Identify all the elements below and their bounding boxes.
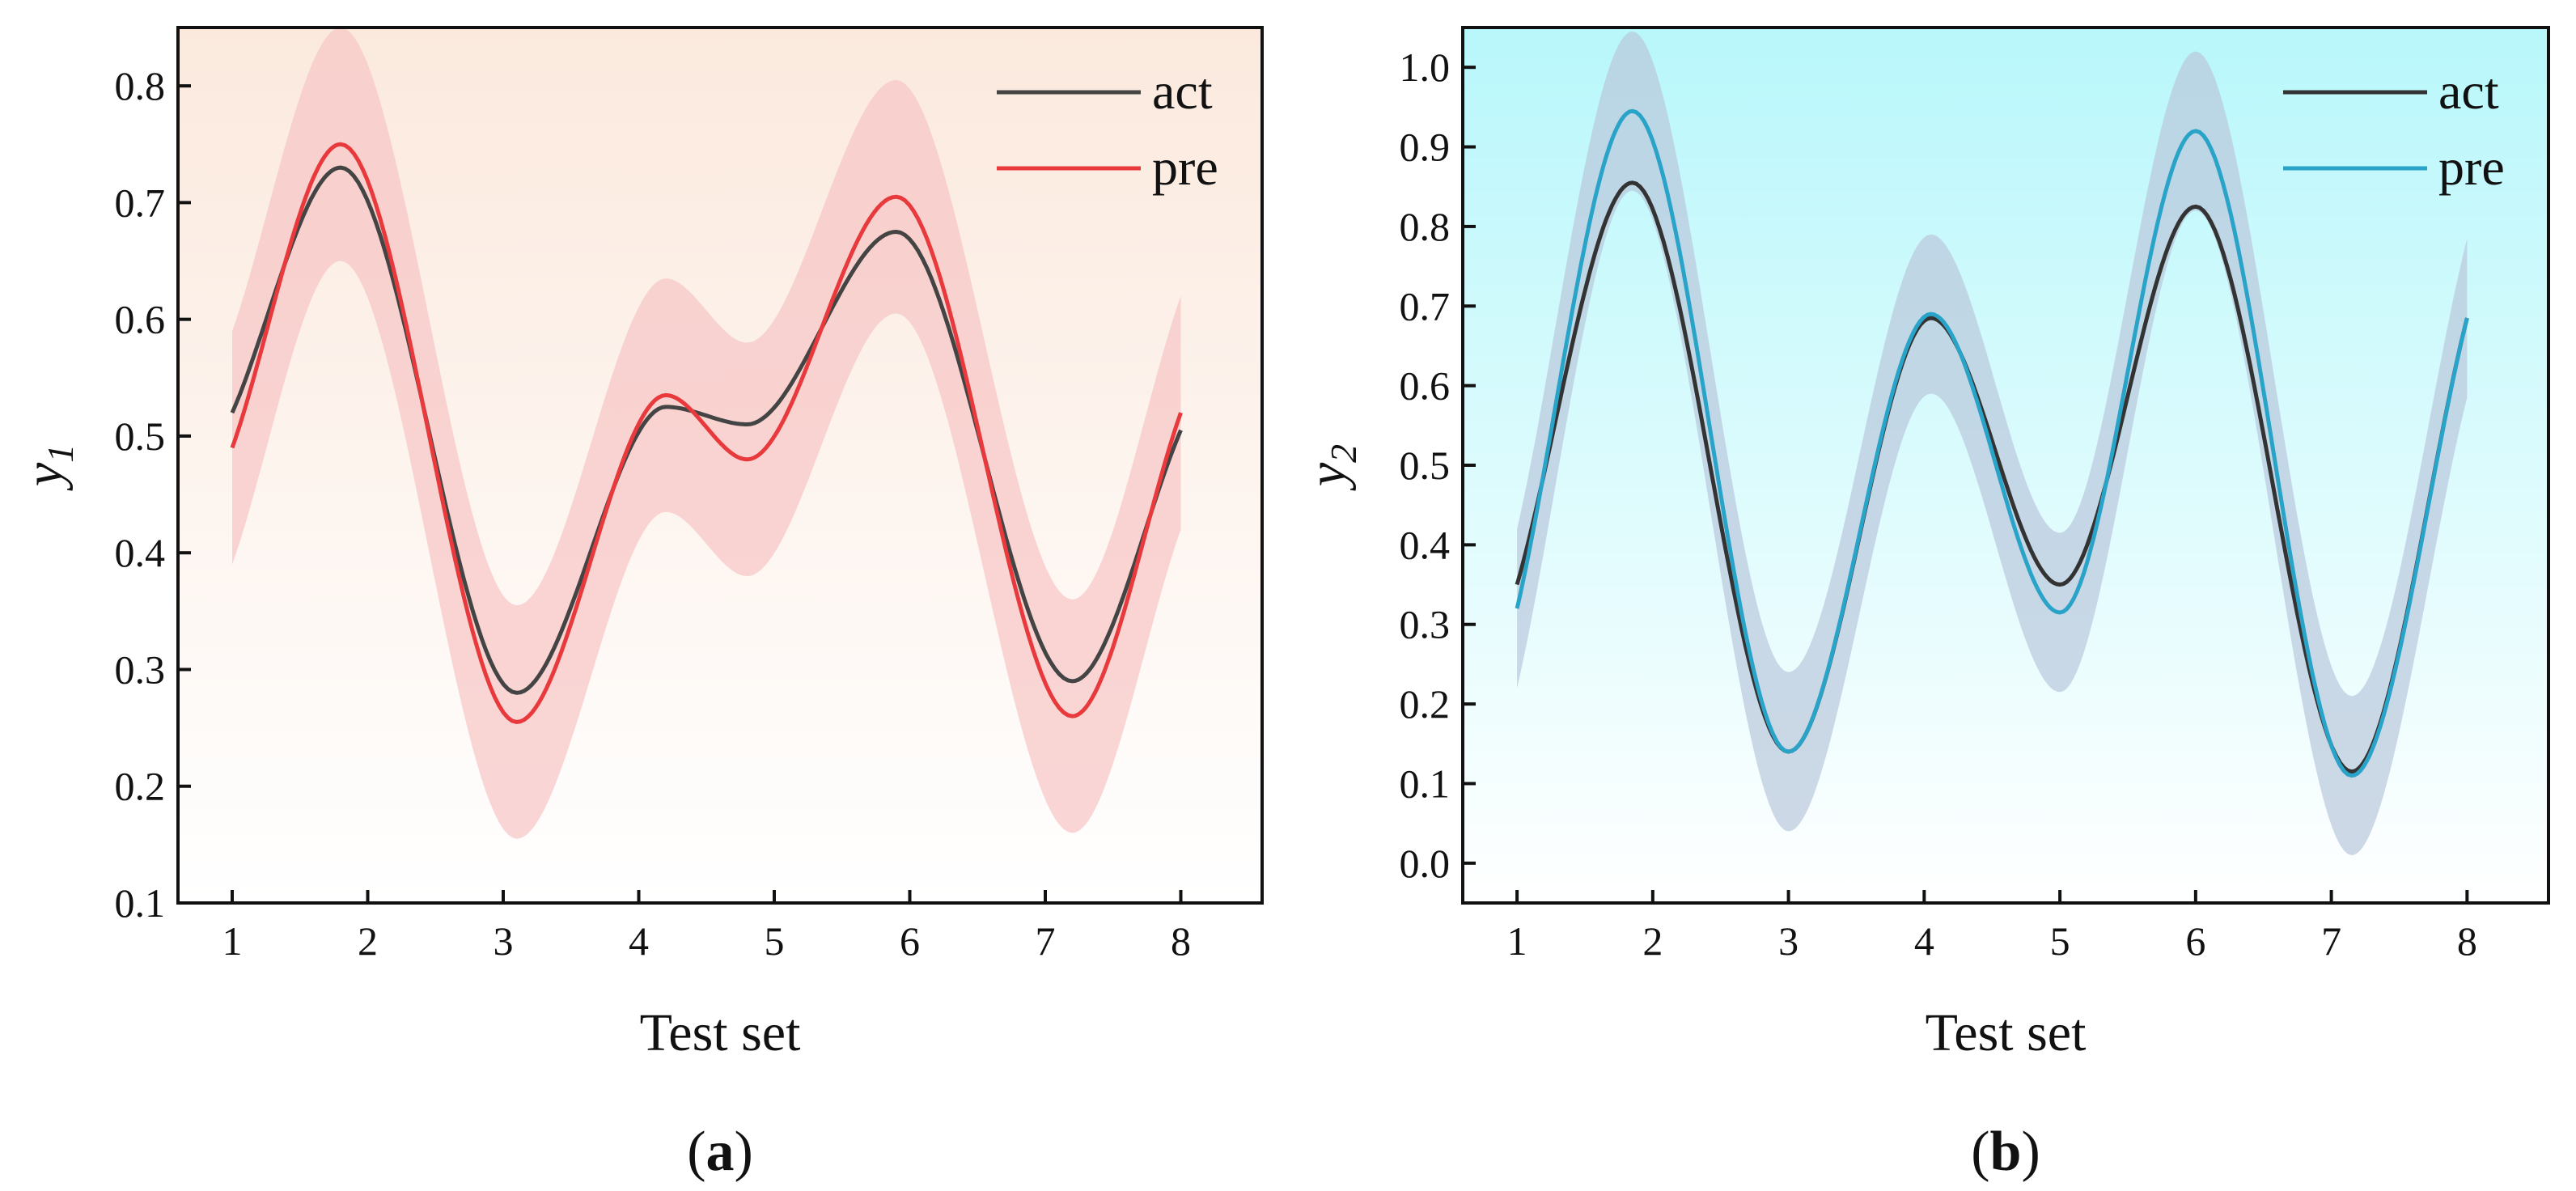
x-tick-label: 6 bbox=[900, 918, 920, 964]
y-tick-label: 0.1 bbox=[1400, 761, 1451, 806]
series-line-pre bbox=[230, 142, 1183, 724]
legend: act pre bbox=[997, 62, 1218, 196]
x-tick-label: 6 bbox=[2185, 918, 2205, 964]
panel-paren-open: ( bbox=[687, 1121, 705, 1183]
y-tick-label: 0.7 bbox=[1400, 283, 1451, 328]
y-tick-label: 0.0 bbox=[1400, 841, 1451, 886]
y-axis-title: y2 bbox=[1298, 444, 1364, 491]
x-tick-label: 1 bbox=[1507, 918, 1527, 964]
y-axis-title-subscript: 2 bbox=[1323, 444, 1364, 463]
series-lines bbox=[230, 142, 1183, 724]
x-tick-label: 2 bbox=[1642, 918, 1663, 964]
y-tick-label: 0.4 bbox=[1400, 522, 1451, 567]
x-tick-label: 3 bbox=[1778, 918, 1799, 964]
x-tick-label: 8 bbox=[2457, 918, 2477, 964]
y-axis: 0.1 0.2 0.3 0.4 0.5 0.6 0.7 0.8 bbox=[115, 63, 191, 926]
y-axis: 0.0 0.1 0.2 0.3 0.4 0.5 0.6 0.7 0.8 0.9 1.0 bbox=[1400, 45, 1476, 886]
band-area bbox=[232, 28, 1181, 839]
legend-label-act: act bbox=[2438, 62, 2499, 120]
panel-paren-close: ) bbox=[735, 1121, 753, 1183]
chart-panel-b: 0.0 0.1 0.2 0.3 0.4 0.5 0.6 0.7 0.8 0.9 1.0 1 2 3 4 5 6… bbox=[1298, 26, 2550, 1183]
x-axis: 1 2 3 4 5 6 7 8 bbox=[222, 890, 1191, 964]
confidence-band bbox=[232, 28, 1181, 839]
x-tick-label: 5 bbox=[2050, 918, 2070, 964]
series-line-act bbox=[230, 165, 1183, 695]
y-tick-label: 0.9 bbox=[1400, 125, 1451, 170]
x-tick-label: 4 bbox=[629, 918, 649, 964]
x-axis-title: Test set bbox=[1926, 1003, 2087, 1062]
x-tick-label: 7 bbox=[1036, 918, 1056, 964]
panel-label: (b) bbox=[1971, 1121, 2040, 1183]
y-tick-label: 0.1 bbox=[115, 880, 166, 926]
series-lines bbox=[1515, 108, 2469, 778]
panel-paren-open: ( bbox=[1971, 1121, 1989, 1183]
series-line-pre bbox=[1515, 108, 2469, 778]
panel-label: (a) bbox=[687, 1121, 753, 1183]
y-axis-title-main: y bbox=[15, 462, 74, 491]
y-tick-label: 0.8 bbox=[115, 63, 166, 108]
y-tick-label: 0.6 bbox=[115, 297, 166, 342]
x-tick-label: 1 bbox=[222, 918, 243, 964]
y-tick-label: 0.8 bbox=[1400, 204, 1451, 249]
y-tick-label: 0.6 bbox=[1400, 363, 1451, 409]
panel-letter: b bbox=[1990, 1121, 2022, 1183]
y-axis-title: y1 bbox=[15, 444, 81, 491]
x-tick-label: 4 bbox=[1914, 918, 1934, 964]
y-tick-label: 0.4 bbox=[115, 530, 166, 575]
y-tick-label: 0.5 bbox=[115, 413, 166, 459]
legend-label-act: act bbox=[1152, 62, 1213, 120]
chart-panel-a: 0.1 0.2 0.3 0.4 0.5 0.6 0.7 0.8 1 2 3 4 5 6 7 8 act pr… bbox=[15, 26, 1264, 1183]
x-tick-label: 2 bbox=[358, 918, 378, 964]
x-tick-label: 7 bbox=[2321, 918, 2341, 964]
y-tick-label: 1.0 bbox=[1400, 45, 1451, 90]
y-tick-label: 0.3 bbox=[1400, 602, 1451, 647]
y-tick-label: 0.3 bbox=[115, 646, 166, 692]
panel-paren-close: ) bbox=[2021, 1121, 2040, 1183]
y-tick-label: 0.5 bbox=[1400, 443, 1451, 488]
x-tick-label: 8 bbox=[1171, 918, 1191, 964]
y-tick-label: 0.7 bbox=[115, 180, 166, 225]
legend-label-pre: pre bbox=[1152, 138, 1218, 196]
x-tick-label: 3 bbox=[494, 918, 514, 964]
y-tick-label: 0.2 bbox=[1400, 681, 1451, 727]
legend-label-pre: pre bbox=[2438, 138, 2505, 196]
y-tick-label: 0.2 bbox=[115, 764, 166, 809]
x-axis-title: Test set bbox=[640, 1003, 801, 1062]
y-axis-title-subscript: 1 bbox=[40, 444, 81, 463]
x-axis: 1 2 3 4 5 6 7 8 bbox=[1507, 890, 2477, 964]
legend: act pre bbox=[2283, 62, 2505, 196]
plot-frame bbox=[176, 26, 1264, 905]
y-axis-title-main: y bbox=[1298, 462, 1357, 491]
panel-letter: a bbox=[706, 1121, 735, 1183]
x-tick-label: 5 bbox=[765, 918, 785, 964]
